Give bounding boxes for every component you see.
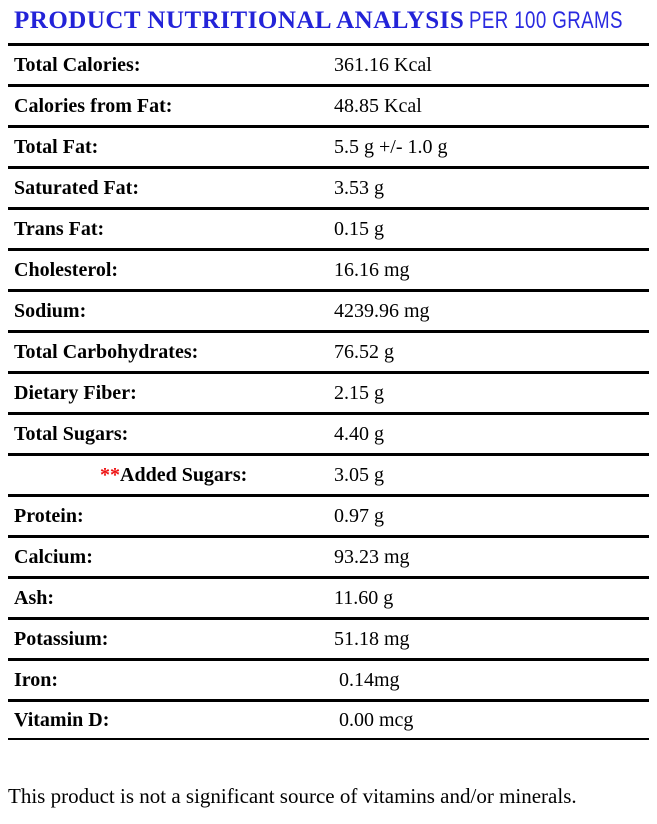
- table-row: Trans Fat: 0.15 g: [8, 207, 649, 248]
- nutrient-label-text: Total Fat:: [14, 135, 99, 158]
- table-row: Total Carbohydrates: 76.52 g: [8, 330, 649, 371]
- nutrition-table: Total Calories: 361.16 Kcal Calories fro…: [8, 43, 649, 740]
- nutrient-value: 76.52 g: [334, 340, 394, 363]
- nutrient-label-text: Total Sugars:: [14, 422, 129, 445]
- nutrient-label: Saturated Fat:: [14, 177, 334, 200]
- nutrient-label: **Added Sugars:: [14, 464, 334, 487]
- nutrient-label: Dietary Fiber:: [14, 382, 334, 405]
- table-row: Iron: 0.14mg: [8, 658, 649, 699]
- table-row: Ash: 11.60 g: [8, 576, 649, 617]
- nutrient-value: 16.16 mg: [334, 258, 410, 281]
- nutrient-label-text: Total Calories:: [14, 53, 141, 76]
- nutrient-label-text: Saturated Fat:: [14, 176, 139, 199]
- nutrient-label: Total Calories:: [14, 54, 334, 77]
- table-row: Saturated Fat: 3.53 g: [8, 166, 649, 207]
- table-row: Sodium: 4239.96 mg: [8, 289, 649, 330]
- nutrient-value: 51.18 mg: [334, 627, 410, 650]
- nutrient-value: 5.5 g +/- 1.0 g: [334, 135, 448, 158]
- nutrient-label-text: Calories from Fat:: [14, 94, 173, 117]
- table-row: Cholesterol: 16.16 mg: [8, 248, 649, 289]
- nutrient-label: Sodium:: [14, 300, 334, 323]
- nutrient-label: Vitamin D:: [14, 709, 334, 732]
- nutrient-value: 4.40 g: [334, 422, 384, 445]
- table-row: Calories from Fat: 48.85 Kcal: [8, 84, 649, 125]
- table-row: Dietary Fiber: 2.15 g: [8, 371, 649, 412]
- added-sugars-asterisks: **: [100, 463, 120, 486]
- nutrient-value: 0.97 g: [334, 504, 384, 527]
- nutrient-label: Trans Fat:: [14, 218, 334, 241]
- table-row: Total Calories: 361.16 Kcal: [8, 43, 649, 84]
- nutrient-label: Total Fat:: [14, 136, 334, 159]
- nutrient-label-text: Added Sugars:: [120, 463, 248, 486]
- nutrient-value: 4239.96 mg: [334, 299, 430, 322]
- table-row: **Added Sugars: 3.05 g: [8, 453, 649, 494]
- nutrient-label: Calcium:: [14, 546, 334, 569]
- nutrient-label-text: Potassium:: [14, 627, 109, 650]
- nutrient-value: 11.60 g: [334, 586, 394, 609]
- nutrient-label-text: Cholesterol:: [14, 258, 119, 281]
- nutrient-label-text: Total Carbohydrates:: [14, 340, 199, 363]
- nutrient-value: 0.14mg: [334, 668, 400, 691]
- table-row: Total Sugars: 4.40 g: [8, 412, 649, 453]
- nutrient-value: 0.15 g: [334, 217, 384, 240]
- nutrient-label: Iron:: [14, 669, 334, 692]
- nutrient-label-text: Sodium:: [14, 299, 87, 322]
- nutrient-label: Calories from Fat:: [14, 95, 334, 118]
- title-suffix: PER 100 GRAMS: [469, 7, 624, 34]
- nutrient-label-text: Vitamin D:: [14, 708, 110, 731]
- nutrient-label: Total Sugars:: [14, 423, 334, 446]
- table-row: Protein: 0.97 g: [8, 494, 649, 535]
- nutrient-value: 361.16 Kcal: [334, 53, 432, 76]
- nutrient-value: 3.05 g: [334, 463, 384, 486]
- nutrient-value: 48.85 Kcal: [334, 94, 422, 117]
- nutrient-value: 3.53 g: [334, 176, 384, 199]
- nutrient-value: 93.23 mg: [334, 545, 410, 568]
- nutrient-value: 2.15 g: [334, 381, 384, 404]
- nutrient-label: Protein:: [14, 505, 334, 528]
- nutrient-label: Potassium:: [14, 628, 334, 651]
- nutrient-label: Cholesterol:: [14, 259, 334, 282]
- footer-note: This product is not a significant source…: [8, 784, 577, 808]
- table-row: Total Fat: 5.5 g +/- 1.0 g: [8, 125, 649, 166]
- nutrient-label: Ash:: [14, 587, 334, 610]
- table-row: Potassium: 51.18 mg: [8, 617, 649, 658]
- title-main: PRODUCT NUTRITIONAL ANALYSIS: [14, 7, 465, 34]
- nutrient-label-text: Protein:: [14, 504, 84, 527]
- table-row: Vitamin D: 0.00 mcg: [8, 699, 649, 740]
- nutrient-label: Total Carbohydrates:: [14, 341, 334, 364]
- nutrient-label-text: Trans Fat:: [14, 217, 105, 240]
- nutrient-label-text: Ash:: [14, 586, 55, 609]
- nutrient-label-text: Dietary Fiber:: [14, 381, 137, 404]
- page-title: PRODUCT NUTRITIONAL ANALYSIS PER 100 GRAM…: [0, 0, 657, 36]
- nutrient-label-text: Calcium:: [14, 545, 93, 568]
- nutrient-label-text: Iron:: [14, 668, 59, 691]
- table-row: Calcium: 93.23 mg: [8, 535, 649, 576]
- nutrient-value: 0.00 mcg: [334, 708, 414, 731]
